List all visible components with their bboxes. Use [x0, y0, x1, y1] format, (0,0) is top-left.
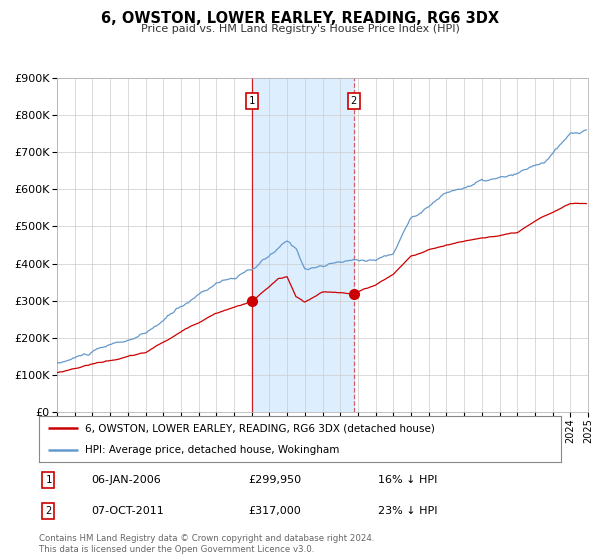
Text: £317,000: £317,000 [248, 506, 301, 516]
Text: 16% ↓ HPI: 16% ↓ HPI [379, 475, 437, 484]
Text: 1: 1 [45, 475, 52, 484]
Text: 6, OWSTON, LOWER EARLEY, READING, RG6 3DX: 6, OWSTON, LOWER EARLEY, READING, RG6 3D… [101, 11, 499, 26]
Text: 07-OCT-2011: 07-OCT-2011 [91, 506, 164, 516]
Text: 1: 1 [249, 96, 255, 106]
Text: 06-JAN-2006: 06-JAN-2006 [91, 475, 161, 484]
Bar [252, 78, 353, 412]
Text: Price paid vs. HM Land Registry's House Price Index (HPI): Price paid vs. HM Land Registry's House … [140, 24, 460, 34]
Text: £299,950: £299,950 [248, 475, 301, 484]
Text: 2: 2 [45, 506, 52, 516]
Text: This data is licensed under the Open Government Licence v3.0.: This data is licensed under the Open Gov… [39, 545, 314, 554]
Text: HPI: Average price, detached house, Wokingham: HPI: Average price, detached house, Woki… [85, 445, 340, 455]
Text: 6, OWSTON, LOWER EARLEY, READING, RG6 3DX (detached house): 6, OWSTON, LOWER EARLEY, READING, RG6 3D… [85, 423, 435, 433]
Text: Contains HM Land Registry data © Crown copyright and database right 2024.: Contains HM Land Registry data © Crown c… [39, 534, 374, 543]
Text: 23% ↓ HPI: 23% ↓ HPI [379, 506, 438, 516]
Text: 2: 2 [350, 96, 357, 106]
